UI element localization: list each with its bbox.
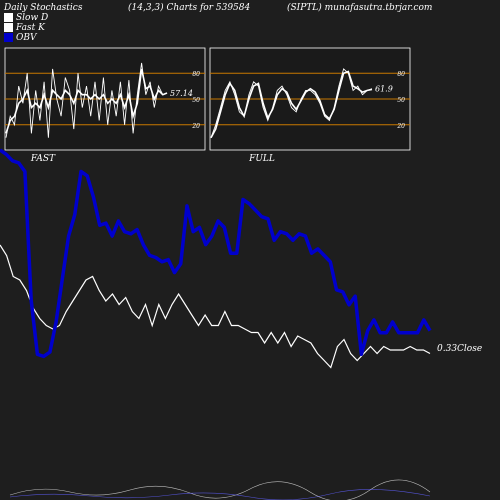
volume-trace-white bbox=[9, 479, 431, 500]
legend-obv-swatch bbox=[4, 33, 13, 42]
legend-fast-k-swatch bbox=[4, 23, 13, 32]
obv-line bbox=[0, 148, 432, 359]
fast-ytick-50: 50 bbox=[192, 97, 200, 104]
fast-ytick-80: 80 bbox=[192, 71, 200, 78]
full-ytick-50: 50 bbox=[397, 97, 405, 104]
fast-fast-k-line bbox=[5, 62, 168, 138]
fast-slow-d-line bbox=[5, 68, 168, 134]
full-slow-d-line bbox=[210, 70, 373, 139]
legend-slow-d-label: Slow D bbox=[16, 13, 49, 23]
full-panel-title: FULL bbox=[248, 154, 275, 164]
legend-obv-label: OBV bbox=[16, 33, 37, 43]
full-fast-k-line bbox=[210, 68, 373, 138]
header-title: Daily Stochastics bbox=[4, 3, 83, 13]
full-last-value-label: 61.9 bbox=[375, 85, 393, 94]
volume-trace-blue bbox=[9, 489, 431, 500]
legend-obv: OBV bbox=[4, 33, 37, 43]
legend-fast-k-label: Fast K bbox=[16, 23, 45, 33]
header-source: (SIPTL) munafasutra.tbrjar.com bbox=[287, 3, 433, 13]
full-ytick-80: 80 bbox=[397, 71, 405, 78]
full-ytick-20: 20 bbox=[396, 123, 405, 130]
fast-last-value-label: 57.14 bbox=[170, 89, 193, 98]
legend-slow-d-swatch bbox=[4, 13, 13, 22]
close-value-label: 0.33Close bbox=[437, 344, 482, 354]
legend-slow-d: Slow D bbox=[4, 13, 48, 23]
price-line bbox=[0, 244, 431, 369]
fast-ytick-20: 20 bbox=[191, 123, 200, 130]
header-chart-for: (14,3,3) Charts for 539584 bbox=[128, 3, 251, 13]
legend-fast-k: Fast K bbox=[4, 23, 45, 33]
fast-panel-title: FAST bbox=[30, 154, 56, 164]
